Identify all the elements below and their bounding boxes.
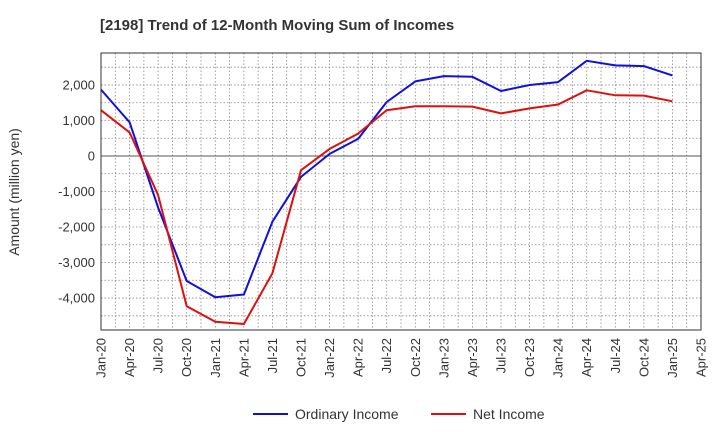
x-tick-label: Jul-20 — [151, 338, 166, 373]
y-tick-label: -3,000 — [58, 255, 95, 270]
x-tick-label: Jul-24 — [608, 338, 623, 373]
series-layer — [100, 59, 673, 325]
x-tick-label: Jan-24 — [551, 338, 566, 378]
x-tick-label: Oct-21 — [294, 338, 309, 377]
chart-title: [2198] Trend of 12-Month Moving Sum of I… — [100, 17, 454, 34]
net-income-legend-label: Net Income — [473, 406, 545, 422]
x-tick-label: Jul-21 — [265, 338, 280, 373]
x-tick-label: Oct-23 — [522, 338, 537, 377]
x-tick-label: Jul-23 — [494, 338, 509, 373]
y-tick-labels: 2,000 1,000 0 -1,000 -2,000 -3,000 -4,000 — [58, 77, 95, 305]
plot-frame — [100, 52, 702, 331]
y-tick-label: -4,000 — [58, 291, 95, 306]
x-tick-label: Apr-20 — [122, 338, 137, 377]
x-tick-label: Oct-20 — [179, 338, 194, 377]
x-tick-label: Jan-25 — [665, 338, 680, 378]
x-tick-label: Apr-24 — [579, 338, 594, 377]
net-income-line — [100, 89, 673, 325]
x-tick-label: Jan-22 — [322, 338, 337, 378]
x-tick-label: Jul-22 — [379, 338, 394, 373]
y-tick-label: -2,000 — [58, 220, 95, 235]
x-tick-label: Apr-25 — [694, 338, 709, 377]
x-tick-label: Oct-22 — [408, 338, 423, 377]
x-tick-label: Jan-20 — [94, 338, 109, 378]
y-tick-label: 0 — [88, 148, 95, 163]
ordinary-income-line — [100, 59, 673, 299]
x-tick-labels: Jan-20 Apr-20 Jul-20 Oct-20 Jan-21 Apr-21 Jul-… — [94, 338, 709, 378]
x-tick-label: Apr-23 — [465, 338, 480, 377]
x-tick-label: Jan-23 — [436, 338, 451, 378]
ordinary-income-legend-label: Ordinary Income — [295, 406, 399, 422]
y-tick-label: 2,000 — [62, 77, 95, 92]
x-tick-label: Oct-24 — [636, 338, 651, 377]
x-tick-label: Apr-21 — [236, 338, 251, 377]
y-tick-label: 1,000 — [62, 113, 95, 128]
y-tick-label: -1,000 — [58, 184, 95, 199]
legend: Ordinary Income Net Income — [253, 406, 545, 422]
grid-layer — [101, 53, 701, 330]
x-tick-label: Apr-22 — [351, 338, 366, 377]
y-axis-label: Amount (million yen) — [6, 128, 22, 256]
x-tick-label: Jan-21 — [208, 338, 223, 378]
